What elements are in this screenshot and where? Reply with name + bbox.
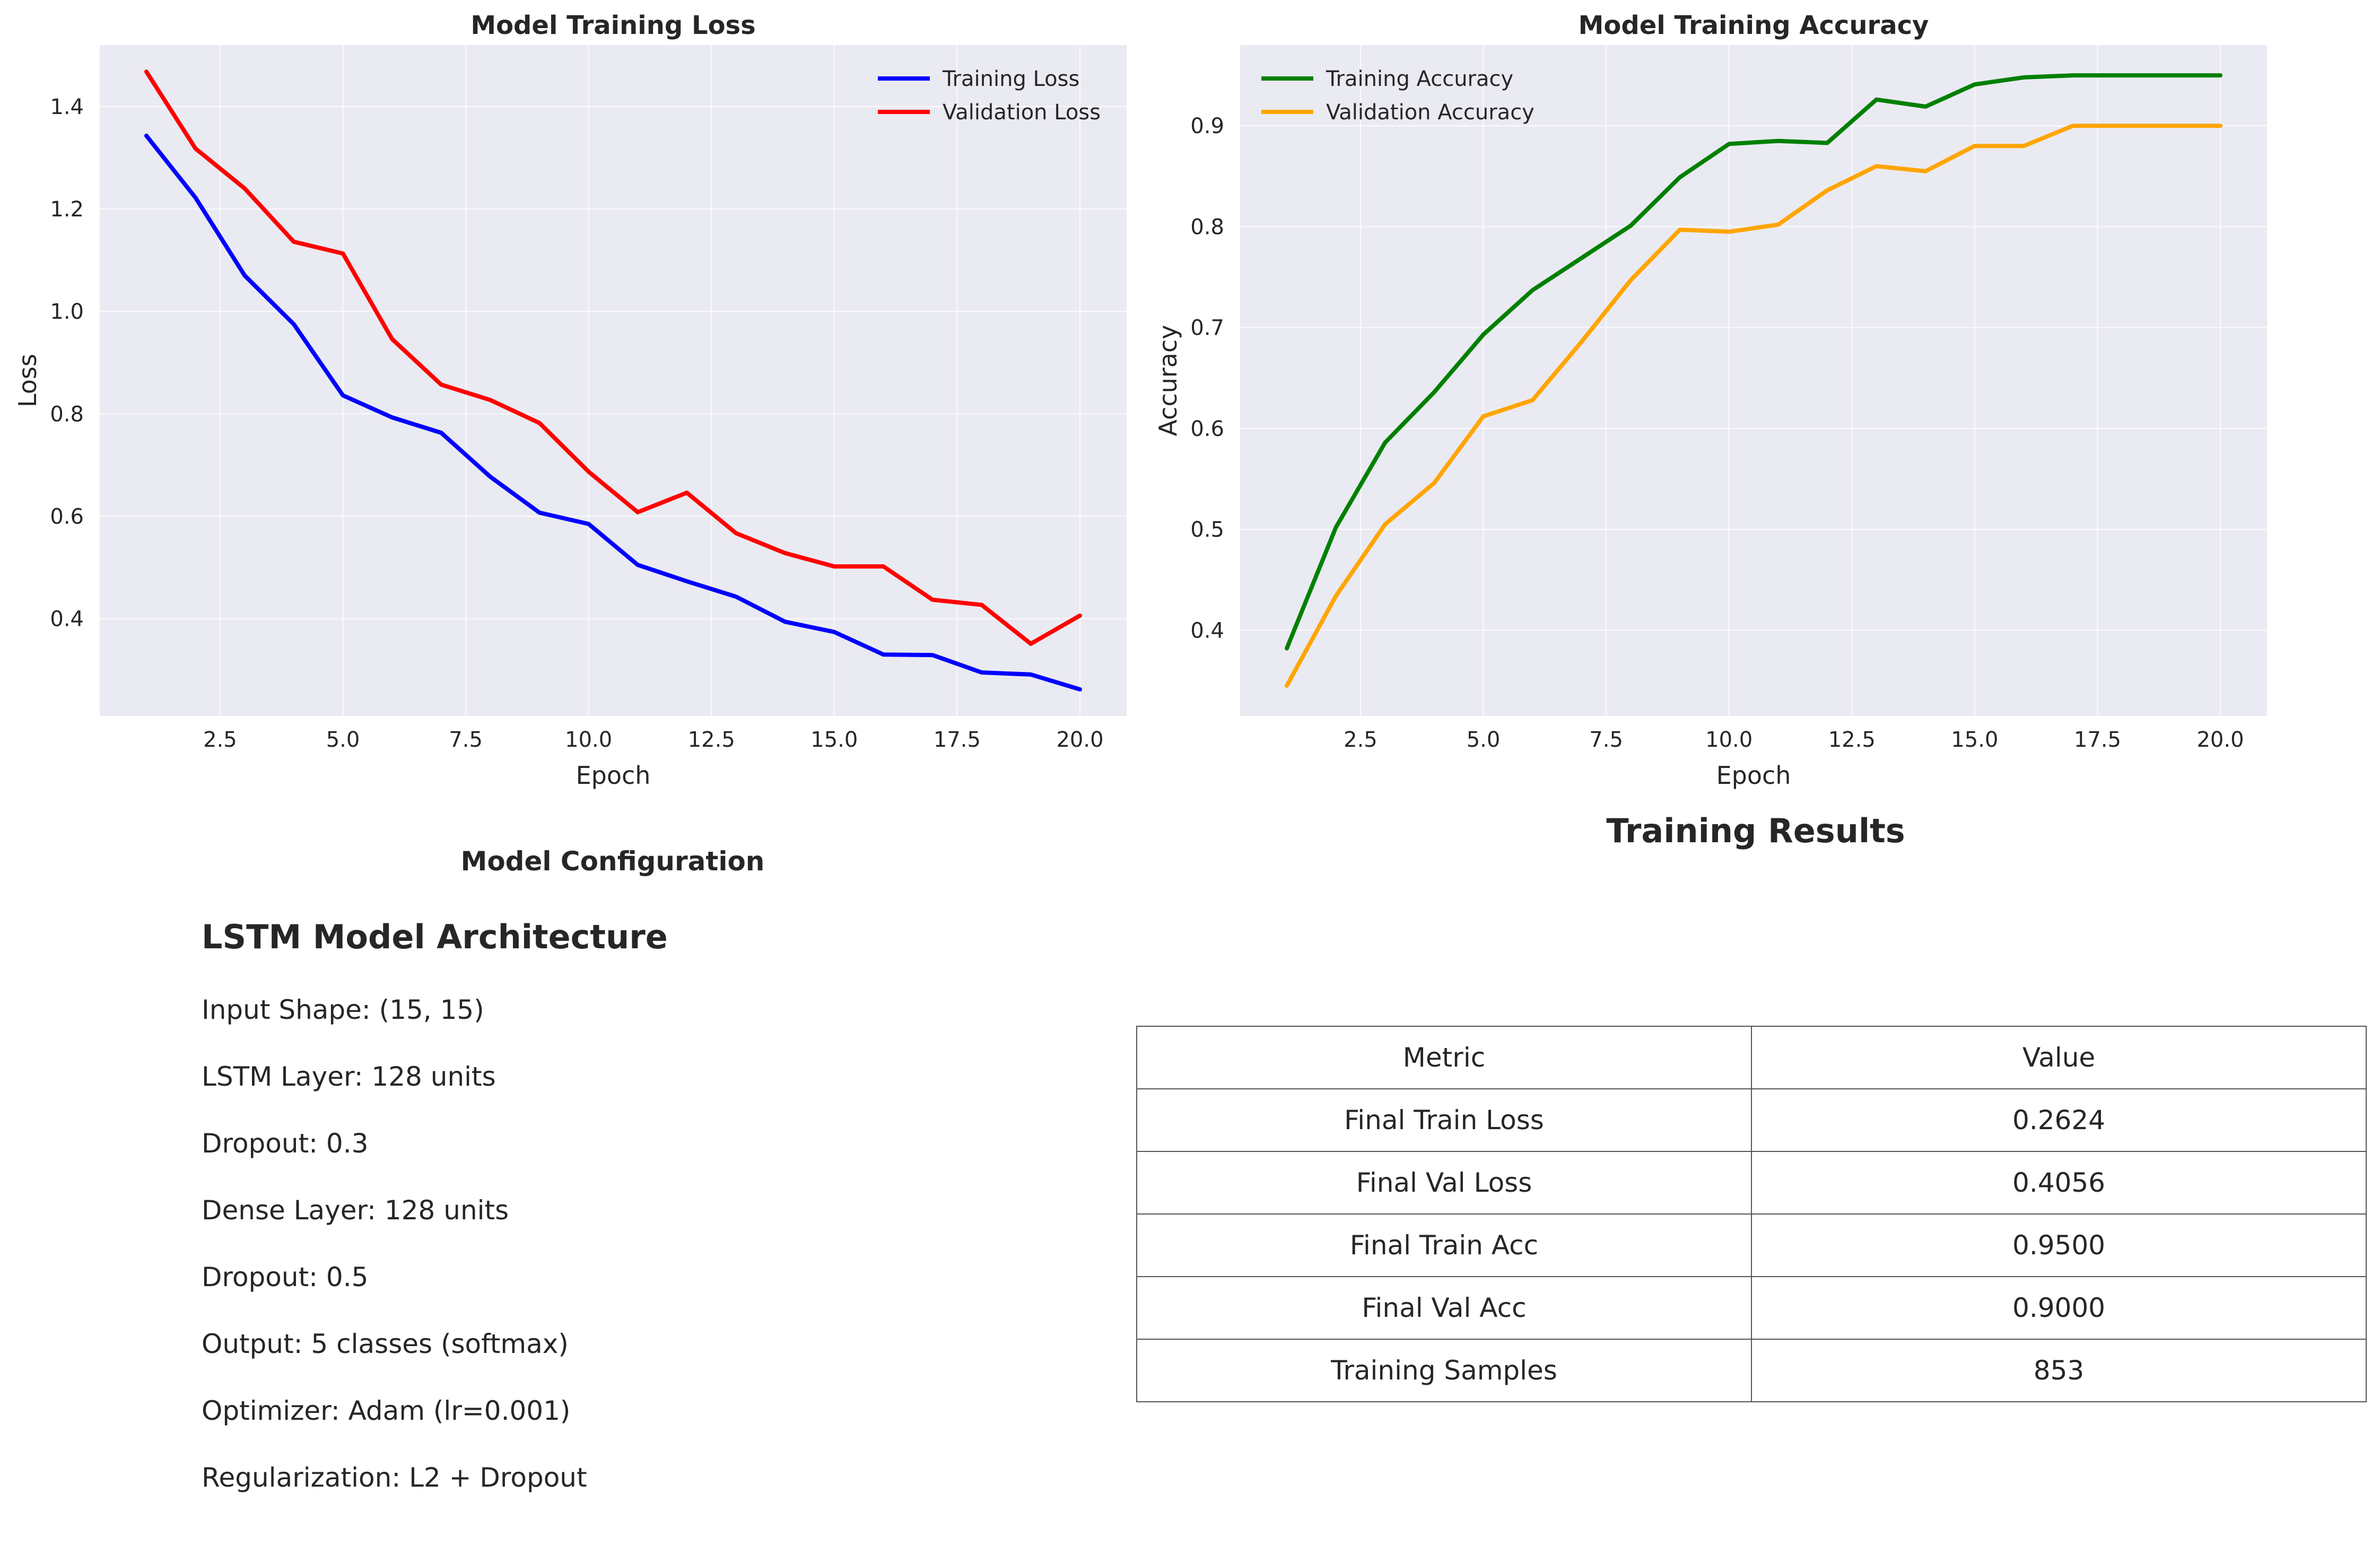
metric-cell: Final Train Acc [1136, 1213, 1752, 1277]
metric-cell: Training Samples [1136, 1339, 1752, 1402]
config-line-dense-layer: Dense Layer: 128 units [202, 1195, 509, 1226]
model-configuration-panel: Model Configuration LSTM Model Architect… [0, 811, 1225, 1563]
x-axis-label: Epoch [1716, 761, 1791, 790]
x-axis-label: Epoch [576, 761, 651, 790]
config-line-input-shape: Input Shape: (15, 15) [202, 994, 484, 1025]
x-tick-label: 7.5 [449, 728, 483, 752]
x-tick-label: 12.5 [688, 728, 735, 752]
value-cell: 0.4056 [1751, 1151, 2367, 1215]
y-tick-label: 0.8 [50, 402, 84, 426]
y-tick-label: 1.4 [50, 95, 84, 119]
x-tick-label: 12.5 [1828, 728, 1876, 752]
y-tick-label: 0.9 [1190, 114, 1224, 138]
x-tick-label: 7.5 [1589, 728, 1623, 752]
chart-title: Model Training Accuracy [1579, 11, 1929, 40]
value-cell: 0.9000 [1751, 1276, 2367, 1340]
series-line-training-accuracy [1285, 73, 2222, 651]
table-row: Final Train Acc 0.9500 [1136, 1213, 2367, 1277]
header-value: Value [1751, 1026, 2367, 1089]
plot-area [1240, 45, 2267, 716]
results-title: Training Results [1606, 811, 1905, 850]
config-line-output: Output: 5 classes (softmax) [202, 1329, 569, 1359]
series-line-training-loss [144, 133, 1082, 692]
y-tick-label: 1.2 [50, 197, 84, 222]
series-line-validation-accuracy [1285, 124, 2222, 688]
accuracy-chart: 2.5 5.0 7.5 10.0 12.5 15.0 17.5 20.0 0.4 0.5 0.6 0.… [1154, 11, 2267, 790]
x-tick-label: 17.5 [2074, 728, 2121, 752]
y-tick-label: 0.7 [1190, 316, 1224, 340]
header-metric: Metric [1136, 1026, 1752, 1089]
config-line-lstm-layer: LSTM Layer: 128 units [202, 1061, 496, 1092]
x-tick-label: 5.0 [1467, 728, 1501, 752]
series-line-validation-loss [144, 69, 1082, 646]
y-tick-label: 0.5 [1190, 518, 1224, 542]
plot-area [100, 45, 1127, 716]
x-tick-label: 15.0 [1951, 728, 1998, 752]
y-axis-label: Accuracy [1154, 325, 1182, 436]
table-row: Training Samples 853 [1136, 1339, 2367, 1402]
config-line-regularization: Regularization: L2 + Dropout [202, 1462, 587, 1493]
x-tick-label: 5.0 [326, 728, 360, 752]
legend-label: Validation Loss [943, 100, 1101, 125]
results-table: Metric Value Final Train Loss 0.2624 Fin… [1136, 1026, 2367, 1402]
config-line-dropout-2: Dropout: 0.5 [202, 1262, 369, 1293]
x-tick-label: 17.5 [934, 728, 981, 752]
x-tick-label: 2.5 [203, 728, 237, 752]
x-tick-label: 10.0 [565, 728, 612, 752]
y-tick-label: 1.0 [50, 300, 84, 324]
y-tick-label: 0.6 [1190, 417, 1224, 441]
table-header-row: Metric Value [1136, 1026, 2367, 1089]
architecture-title: LSTM Model Architecture [202, 918, 668, 956]
value-cell: 853 [1751, 1339, 2367, 1402]
x-tick-label: 10.0 [1705, 728, 1753, 752]
value-cell: 0.9500 [1751, 1213, 2367, 1277]
y-tick-label: 0.6 [50, 504, 84, 529]
metric-cell: Final Train Loss [1136, 1088, 1752, 1152]
table-row: Final Val Loss 0.4056 [1136, 1151, 2367, 1215]
x-tick-label: 15.0 [810, 728, 858, 752]
x-tick-label: 2.5 [1344, 728, 1378, 752]
chart-title: Model Training Loss [470, 11, 755, 40]
metric-cell: Final Val Loss [1136, 1151, 1752, 1215]
legend-label: Training Accuracy [1326, 67, 1513, 91]
y-tick-label: 0.4 [50, 607, 84, 632]
legend-label: Validation Accuracy [1326, 100, 1535, 125]
x-tick-label: 20.0 [1056, 728, 1103, 752]
y-tick-label: 0.8 [1190, 215, 1224, 239]
x-tick-label: 20.0 [2196, 728, 2244, 752]
loss-chart: 2.5 5.0 7.5 10.0 12.5 15.0 17.5 20.0 0.4 0.6 0.8 1.… [13, 11, 1127, 790]
table-row: Final Train Loss 0.2624 [1136, 1088, 2367, 1152]
y-axis-label: Loss [13, 354, 42, 407]
config-line-dropout-1: Dropout: 0.3 [202, 1128, 369, 1159]
metric-cell: Final Val Acc [1136, 1276, 1752, 1340]
legend-label: Training Loss [942, 67, 1079, 91]
table-row: Final Val Acc 0.9000 [1136, 1276, 2367, 1340]
config-line-optimizer: Optimizer: Adam (lr=0.001) [202, 1395, 571, 1426]
y-tick-label: 0.4 [1190, 618, 1224, 643]
value-cell: 0.2624 [1751, 1088, 2367, 1152]
config-title: Model Configuration [460, 846, 765, 877]
